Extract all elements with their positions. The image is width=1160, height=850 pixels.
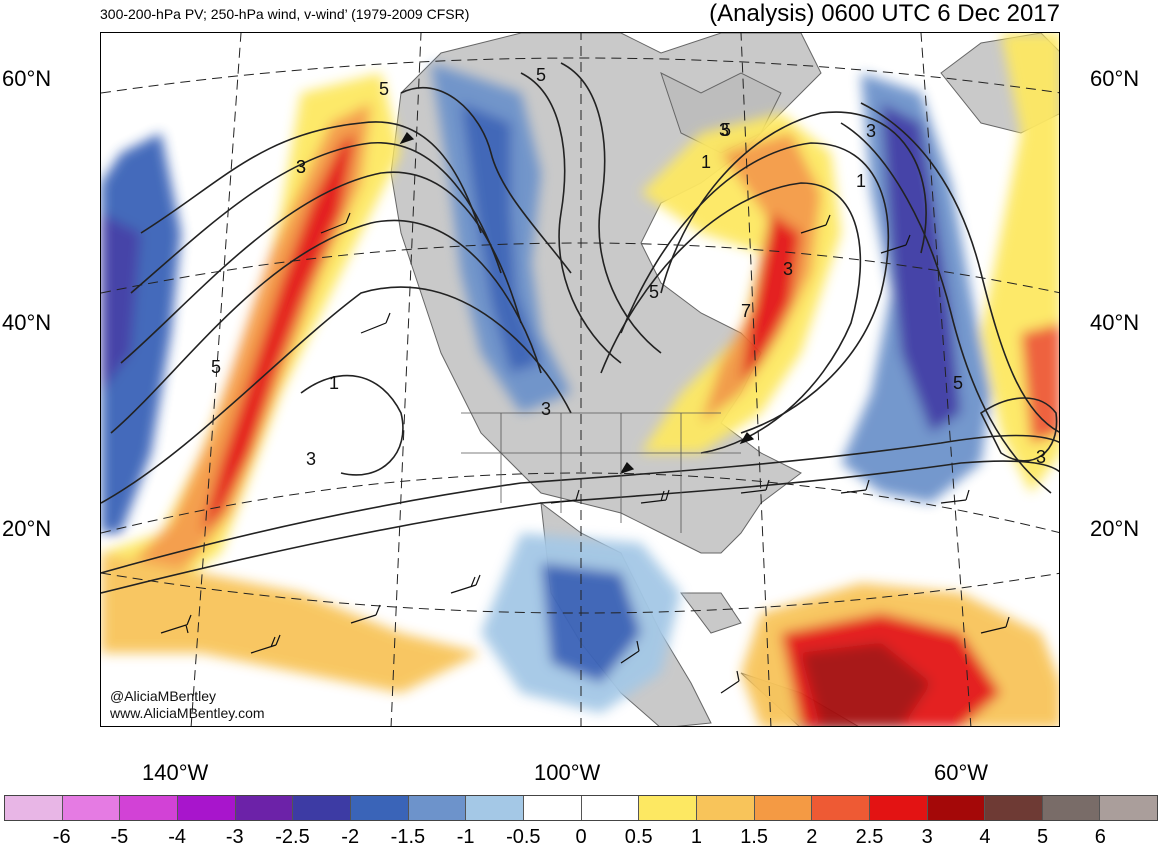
- colorbar-swatch: [696, 796, 755, 820]
- credit-site: www.AliciaMBentley.com: [110, 705, 265, 721]
- colorbar-tick-label: -5: [110, 826, 129, 848]
- colorbar-ticks: -6 -5 -4 -3 -2.5 -2 -1.5 -1 -0.5 0 0.5 1 1.5 2 2.5 3 4 5 6: [4, 826, 1158, 850]
- colorbar-swatch: [235, 796, 294, 820]
- colorbar-swatch: [927, 796, 986, 820]
- map-panel: 5 3 3 5 5 1 3 5 3 1 3 7 3 5 3 1 5 3: [100, 32, 1060, 727]
- colorbar-tick-label: -1: [456, 826, 475, 848]
- contour-label: 3: [296, 157, 306, 177]
- colorbar-swatch: [523, 796, 582, 820]
- lat-label-right-40n: 40°N: [1090, 310, 1140, 335]
- pv-contours: [101, 62, 1059, 594]
- contour-label: 1: [701, 152, 711, 172]
- colorbar-swatch: [812, 796, 870, 820]
- contour-label: 3: [866, 121, 876, 141]
- colorbar-swatch: [1042, 796, 1101, 820]
- colorbar-swatch: [985, 796, 1043, 820]
- contour-labels: 5 3 3 5 5 1 3 5 3 1 3 7 3 5 3 1 5 3: [211, 65, 1046, 469]
- contour-label: 3: [783, 259, 793, 279]
- lon-label-140w: 140°W: [142, 760, 209, 785]
- contour-label: 3: [541, 399, 551, 419]
- colorbar-tick-label: 1: [690, 826, 702, 848]
- contour-label: 1: [856, 171, 866, 191]
- colorbar-tick-label: -2: [341, 826, 360, 848]
- colorbar-swatch: [120, 796, 178, 820]
- colorbar-tick-label: 2.5: [855, 826, 884, 848]
- lat-label-right-20n: 20°N: [1090, 516, 1140, 541]
- contour-label: 5: [211, 357, 221, 377]
- lat-label-left-40n: 40°N: [2, 310, 52, 335]
- colorbar-tick-label: -0.5: [506, 826, 541, 848]
- colorbar-tick-label: 6: [1094, 826, 1106, 848]
- colorbar-tick-label: -1.5: [390, 826, 426, 848]
- contour-label: 5: [721, 120, 731, 140]
- contour-label: 3: [296, 157, 306, 177]
- contour-label: 5: [649, 282, 659, 302]
- colorbar-tick-label: -6: [52, 826, 71, 848]
- colorbar-swatch: [408, 796, 467, 820]
- lat-label-left-20n: 20°N: [2, 516, 52, 541]
- colorbar-swatch: [350, 796, 409, 820]
- colorbar-tick-label: 3: [921, 826, 933, 848]
- colorbar-swatch: [639, 796, 697, 820]
- contour-label: 3: [719, 120, 729, 140]
- colorbar-swatch: [1100, 796, 1158, 820]
- lon-label-100w: 100°W: [534, 760, 601, 785]
- graticule: [101, 33, 1059, 726]
- wind-barbs: [160, 132, 1010, 694]
- weather-map: 5 3 3 5 5 1 3 5 3 1 3 7 3 5 3 1 5 3: [101, 33, 1059, 726]
- colorbar-swatch: [5, 796, 63, 820]
- contour-label: 3: [306, 449, 316, 469]
- lat-label-right-60n: 60°N: [1090, 66, 1140, 91]
- contour-label: 3: [1036, 447, 1046, 467]
- colorbar-tick-label: 5: [1037, 826, 1049, 848]
- colorbar-tick-label: 0: [575, 826, 587, 848]
- contour-label: 1: [329, 373, 339, 393]
- contour-label: 5: [536, 65, 546, 85]
- colorbar: [4, 795, 1158, 821]
- colorbar-tick-label: -3: [225, 826, 244, 848]
- colorbar-swatch: [869, 796, 928, 820]
- lon-label-60w: 60°W: [934, 760, 989, 785]
- colorbar-tick-label: -2.5: [275, 826, 310, 848]
- colorbar-swatch: [581, 796, 640, 820]
- colorbar-tick-label: -4: [168, 826, 186, 848]
- contour-label: 5: [953, 373, 963, 393]
- map-title: (Analysis) 0600 UTC 6 Dec 2017: [709, 0, 1060, 27]
- colorbar-swatch: [754, 796, 813, 820]
- map-subtitle: 300-200-hPa PV; 250-hPa wind, v-wind’ (1…: [100, 6, 470, 22]
- lat-label-left-60n: 60°N: [2, 66, 52, 91]
- credit-handle: @AliciaMBentley: [110, 688, 217, 704]
- colorbar-swatch: [466, 796, 524, 820]
- pv-shading: [101, 33, 1059, 726]
- colorbar-swatch: [293, 796, 351, 820]
- colorbar-swatch: [62, 796, 121, 820]
- colorbar-tick-label: 0.5: [624, 826, 653, 848]
- colorbar-tick-label: 4: [979, 826, 991, 848]
- colorbar-swatch: [177, 796, 236, 820]
- colorbar-tick-label: 1.5: [740, 826, 768, 848]
- political-boundaries: [461, 412, 741, 533]
- colorbar-tick-label: 2: [806, 826, 818, 848]
- contour-label: 7: [741, 301, 751, 321]
- contour-label: 5: [379, 79, 389, 99]
